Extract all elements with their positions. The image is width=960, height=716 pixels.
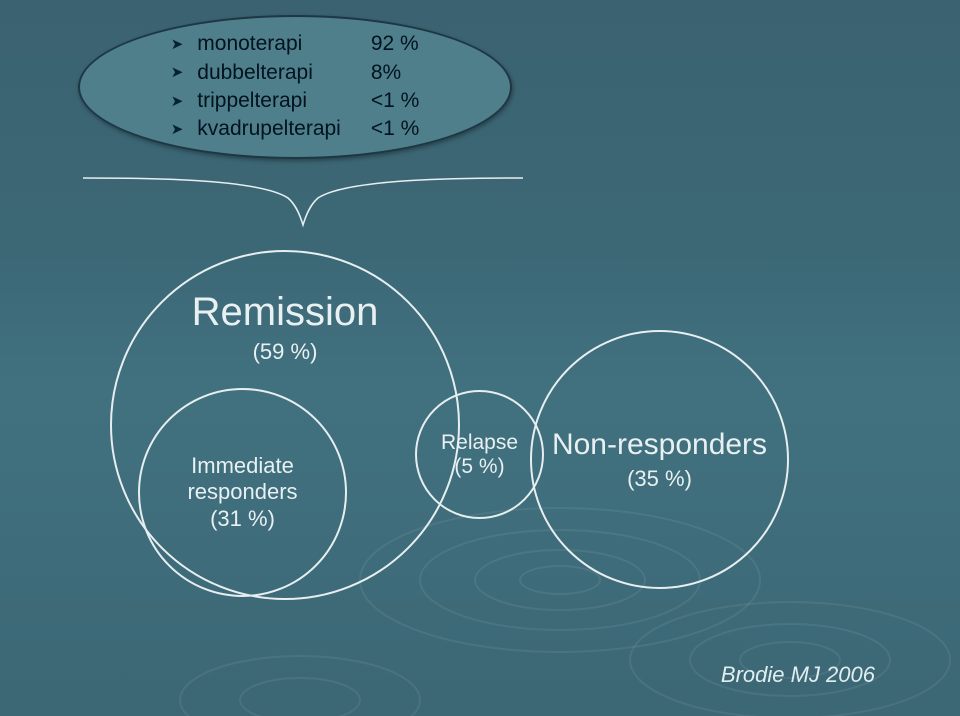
immediate-title-2: responders	[187, 479, 297, 504]
nonresponders-title: Non-responders	[552, 428, 767, 462]
venn-diagram: Remission (59 %) Immediate responders (3…	[0, 0, 960, 716]
remission-pct: (59 %)	[253, 339, 318, 365]
circle-relapse: Relapse (5 %)	[415, 390, 544, 519]
citation: Brodie MJ 2006	[721, 662, 875, 688]
remission-title: Remission	[192, 290, 379, 335]
immediate-pct: (31 %)	[210, 506, 275, 532]
immediate-title-1: Immediate	[191, 453, 294, 478]
circle-nonresponders: Non-responders (35 %)	[530, 330, 789, 589]
relapse-title: Relapse	[441, 431, 518, 455]
circle-immediate: Immediate responders (31 %)	[138, 388, 347, 597]
relapse-pct: (5 %)	[454, 455, 504, 479]
slide: ➤monoterapi ➤dubbelterapi ➤trippelterapi…	[0, 0, 960, 716]
nonresponders-pct: (35 %)	[627, 466, 692, 492]
